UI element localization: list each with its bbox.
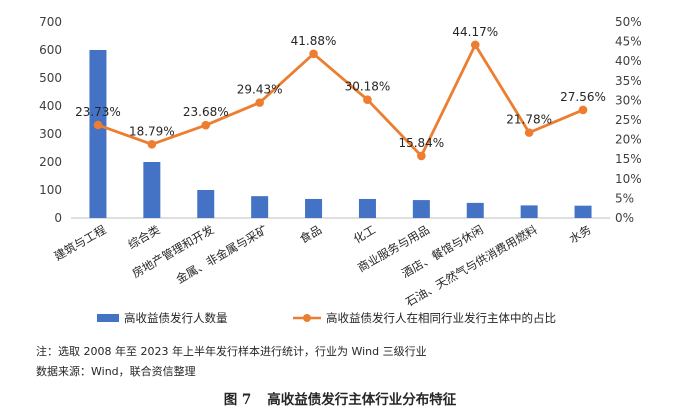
y-right-tick-label: 50%	[615, 15, 642, 29]
line-point	[524, 128, 534, 137]
line-point	[309, 49, 318, 59]
line-series	[93, 40, 588, 161]
line-point	[417, 151, 426, 161]
category-label: 水务	[567, 222, 594, 246]
legend-label-line: 高收益债发行人在相同行业发行主体中的占比	[326, 311, 556, 325]
bar	[466, 202, 484, 218]
y-right-tick-label: 15%	[615, 152, 642, 166]
data-label: 23.73%	[75, 105, 121, 119]
line-point	[363, 95, 372, 104]
line-point	[578, 105, 588, 115]
y-left-tick-label: 400	[39, 99, 62, 113]
y-left-tick-label: 100	[39, 183, 62, 197]
y-right-tick-label: 40%	[615, 54, 642, 68]
y-right-tick-label: 0%	[615, 211, 634, 225]
line-point	[201, 120, 211, 130]
y-right-tick-label: 30%	[615, 93, 642, 107]
data-label: 18.79%	[129, 124, 175, 138]
chart: 0 100 200 300 400 500 600 700 0% 5% 10% 15% 20% 25% 30…	[39, 15, 642, 325]
bar	[89, 50, 107, 218]
line-point	[147, 140, 157, 149]
y-right-tick-label: 5%	[615, 191, 634, 205]
bar	[197, 190, 215, 218]
y-right-tick-label: 10%	[615, 172, 642, 186]
data-labels: 23.73% 18.79% 23.68% 29.43% 41.88% 30.18% 15.8…	[75, 25, 606, 150]
bar-series	[89, 50, 592, 218]
legend: 高收益债发行人数量 高收益债发行人在相同行业发行主体中的占比	[97, 311, 556, 325]
legend-label-bar: 高收益债发行人数量	[124, 311, 228, 325]
bar	[520, 205, 538, 218]
data-label: 21.78%	[506, 113, 552, 127]
data-source: 数据来源：Wind，联合资信整理	[36, 365, 196, 378]
y-right-tick-label: 20%	[615, 133, 642, 147]
chart-note: 注：选取 2008 年至 2023 年上半年发行样本进行统计，行业为 Wind …	[36, 345, 427, 358]
data-label: 30.18%	[345, 80, 391, 94]
y-left-tick-label: 200	[39, 155, 62, 169]
bar	[358, 198, 376, 218]
legend-swatch-bar	[97, 314, 119, 322]
bar	[574, 205, 592, 218]
figure-caption: 图 7 高收益债发行主体行业分布特征	[0, 388, 680, 408]
line-point	[93, 120, 103, 130]
bar	[251, 196, 269, 218]
y-left-tick-label: 300	[39, 127, 62, 141]
legend-swatch-marker	[303, 314, 311, 322]
category-label: 金属、非金属与采矿	[174, 222, 271, 286]
y-left-tick-label: 500	[39, 71, 62, 85]
figure-number: 图 7	[223, 392, 252, 408]
bar	[143, 162, 161, 218]
bar	[305, 198, 323, 218]
axes: 0 100 200 300 400 500 600 700 0% 5% 10% 15% 20% 25% 30…	[39, 15, 642, 225]
y-left-tick-label: 0	[54, 211, 62, 225]
category-label: 综合类	[125, 222, 162, 252]
figure-title: 高收益债发行主体行业分布特征	[267, 392, 457, 408]
y-left-tick-label: 700	[39, 15, 62, 29]
data-label: 41.88%	[291, 34, 337, 48]
data-label: 23.68%	[183, 105, 229, 119]
data-label: 44.17%	[452, 25, 498, 39]
y-right-tick-label: 35%	[615, 74, 642, 88]
y-right-tick-label: 45%	[615, 35, 642, 49]
category-label: 建筑与工程	[52, 222, 109, 263]
line-point	[470, 40, 480, 50]
category-label: 食品	[297, 222, 324, 246]
series-line	[97, 43, 584, 158]
y-right-tick-label: 25%	[615, 113, 642, 127]
bar	[412, 200, 430, 218]
y-left-tick-label: 600	[39, 43, 62, 57]
category-label: 化工	[351, 222, 378, 246]
data-label: 29.43%	[237, 83, 283, 97]
data-label: 15.84%	[398, 136, 444, 150]
data-label: 27.56%	[560, 90, 606, 104]
line-point	[255, 98, 264, 107]
